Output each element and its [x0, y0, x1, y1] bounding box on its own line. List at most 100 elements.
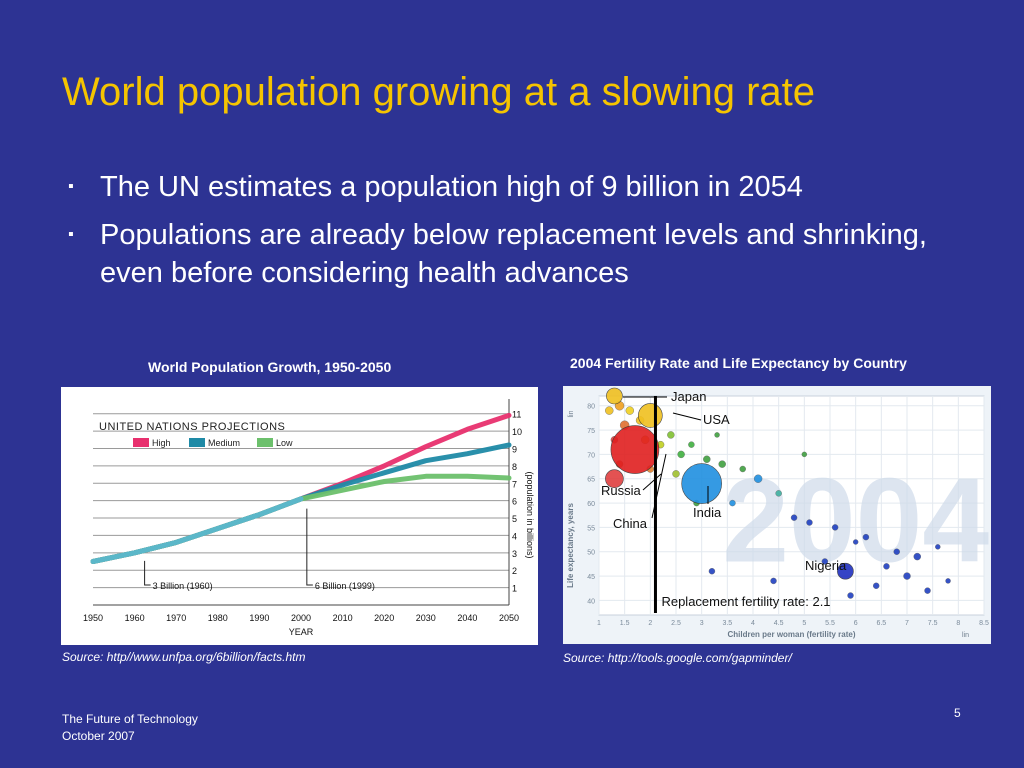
data-point — [703, 455, 711, 463]
data-point — [945, 578, 951, 584]
data-point — [862, 533, 870, 541]
y-tick-label: 4 — [512, 531, 517, 541]
population-line-chart: 1 2 3 4 5 6 7 8 9 10 11 1950 1960 1970 1980 1990 2000 201… — [83, 399, 535, 637]
data-point — [770, 577, 777, 585]
data-point-india — [681, 463, 722, 504]
x-tick-label: 5 — [802, 620, 806, 627]
series-line-medium — [90, 442, 512, 564]
y-tick-label: 80 — [587, 404, 595, 411]
data-point — [625, 406, 635, 415]
x-tick-label: 3.5 — [722, 620, 732, 627]
x-axis-label: YEAR — [289, 627, 314, 637]
bullet-list: ▪ The UN estimates a population high of … — [68, 168, 968, 302]
y-tick-label: 65 — [587, 477, 595, 484]
y-tick-label: 60 — [587, 501, 595, 508]
y-tick-label: 1 — [512, 584, 517, 594]
x-tick-label: 2040 — [457, 613, 477, 623]
y-tick-label: 6 — [512, 497, 517, 507]
footer: The Future of Technology October 2007 — [62, 711, 198, 745]
x-scale-toggle: lin — [962, 632, 969, 639]
y-tick-label: 8 — [512, 462, 517, 472]
x-tick-label: 7.5 — [928, 620, 938, 627]
data-point-china — [610, 425, 660, 474]
x-tick-label: 4 — [751, 620, 755, 627]
data-point — [935, 544, 941, 550]
data-point — [847, 592, 854, 599]
year-watermark: 2004 — [722, 453, 989, 587]
bullet-text: The UN estimates a population high of 9 … — [100, 171, 803, 203]
annotation-leader — [144, 560, 151, 586]
x-tick-label: 6 — [854, 620, 858, 627]
country-label-japan: Japan — [671, 389, 706, 404]
x-tick-label: 1950 — [83, 613, 103, 623]
data-point — [831, 524, 839, 531]
x-tick-label: 8 — [956, 620, 960, 627]
data-point-usa — [638, 403, 663, 428]
x-tick-label: 7 — [905, 620, 909, 627]
legend-label-medium: Medium — [208, 438, 240, 448]
label-leader — [672, 412, 702, 421]
country-label-usa: USA — [703, 412, 730, 427]
data-point-nigeria — [837, 562, 854, 580]
x-tick-label: 5.5 — [825, 620, 835, 627]
data-point — [729, 499, 736, 507]
data-point — [801, 451, 808, 458]
y-tick-label: 3 — [512, 549, 517, 559]
annotation-leader — [306, 508, 313, 586]
replacement-rate-label: Replacement fertility rate: 2.1 — [661, 594, 830, 609]
data-point — [924, 587, 931, 594]
y-axis-label: (population in billions) — [525, 471, 535, 558]
y-tick-label: 11 — [512, 410, 521, 420]
data-point — [873, 582, 880, 590]
country-label-china: China — [613, 516, 648, 531]
data-point — [775, 490, 782, 497]
x-tick-label: 2030 — [416, 613, 436, 623]
data-point — [714, 432, 720, 438]
right-chart-caption: 2004 Fertility Rate and Life Expectancy … — [570, 355, 907, 371]
data-point — [883, 563, 890, 570]
y-tick-label: 10 — [512, 427, 522, 437]
x-tick-label: 2 — [648, 620, 652, 627]
y-tick-label: 5 — [512, 514, 517, 524]
data-point — [677, 450, 685, 459]
bullet-item: ▪ Populations are already below replacem… — [68, 216, 968, 292]
population-chart-panel: 1 2 3 4 5 6 7 8 9 10 11 1950 1960 1970 1980 1990 2000 201… — [61, 387, 538, 645]
legend-label-low: Low — [276, 438, 293, 448]
data-point — [718, 460, 726, 468]
historical-line — [90, 496, 304, 564]
data-point — [790, 514, 798, 521]
slide-title: World population growing at a slowing ra… — [62, 70, 816, 114]
x-tick-label: 8.5 — [979, 620, 989, 627]
data-point — [903, 572, 911, 580]
country-label-india: India — [693, 505, 722, 520]
annotation-label: 3 Billion (1960) — [153, 581, 213, 591]
y-tick-label: 9 — [512, 444, 517, 454]
x-tick-label: 1960 — [125, 613, 145, 623]
left-chart-caption: World Population Growth, 1950-2050 — [148, 359, 392, 375]
x-tick-label: 1990 — [249, 613, 269, 623]
legend-label-high: High — [152, 438, 171, 448]
x-tick-label: 1.5 — [620, 620, 630, 627]
annotation-label: 6 Billion (1999) — [315, 581, 375, 591]
data-point — [667, 431, 675, 439]
data-point — [739, 465, 746, 473]
y-tick-label: 55 — [587, 525, 595, 532]
y-tick-label: 2 — [512, 566, 517, 576]
x-tick-label: 1970 — [166, 613, 186, 623]
x-tick-label: 2050 — [499, 613, 519, 623]
x-tick-label: 2.5 — [671, 620, 681, 627]
country-label-russia: Russia — [601, 483, 642, 498]
x-tick-label: 1980 — [208, 613, 228, 623]
x-tick-label: 4.5 — [774, 620, 784, 627]
data-point — [688, 441, 695, 448]
x-tick-label: 2010 — [333, 613, 353, 623]
fertility-scatter-chart: 40 45 50 55 60 65 70 75 80 1 1.5 2 2.5 3 3.5 4 4.5 5 5.5 6 6… — [566, 387, 989, 639]
footer-title: The Future of Technology — [62, 712, 198, 726]
y-tick-label: 40 — [587, 598, 595, 605]
data-point — [806, 519, 813, 526]
country-label-nigeria: Nigeria — [805, 558, 847, 573]
bullet-item: ▪ The UN estimates a population high of … — [68, 168, 968, 206]
y-tick-label: 75 — [587, 428, 595, 435]
fertility-chart-panel: 40 45 50 55 60 65 70 75 80 1 1.5 2 2.5 3 3.5 4 4.5 5 5.5 6 6… — [563, 386, 991, 644]
x-tick-label: 3 — [700, 620, 704, 627]
